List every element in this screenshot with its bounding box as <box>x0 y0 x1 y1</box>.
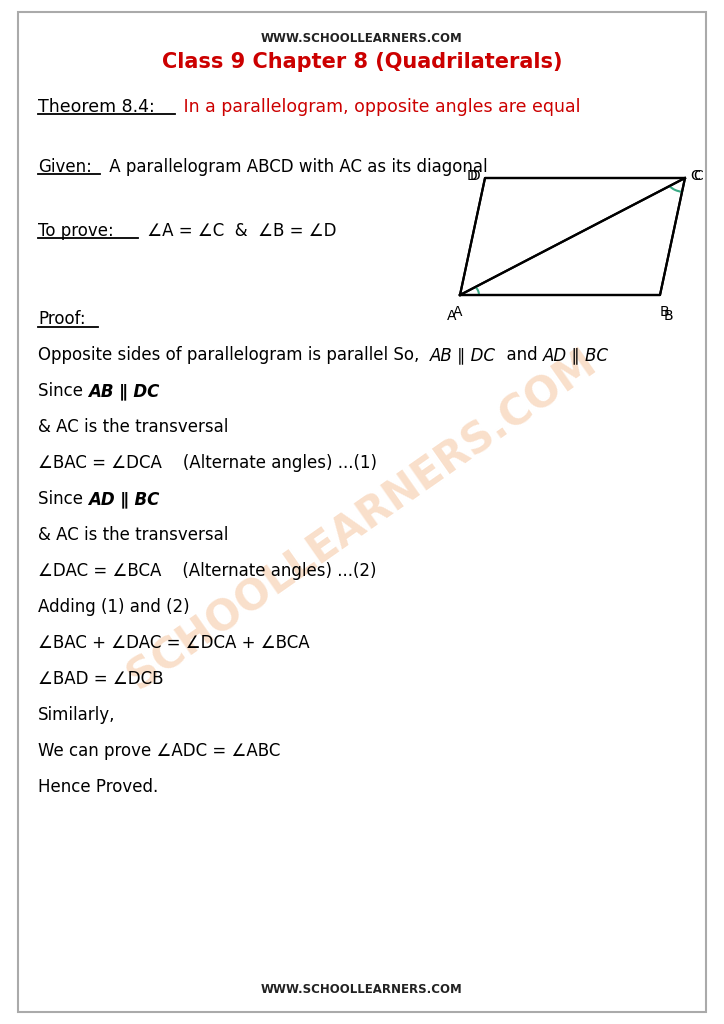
Text: Opposite sides of parallelogram is parallel So,: Opposite sides of parallelogram is paral… <box>38 346 430 364</box>
Text: C: C <box>690 169 700 183</box>
Text: In a parallelogram, opposite angles are equal: In a parallelogram, opposite angles are … <box>178 98 581 116</box>
Text: ∠BAC + ∠DAC = ∠DCA + ∠BCA: ∠BAC + ∠DAC = ∠DCA + ∠BCA <box>38 634 310 652</box>
Text: & AC is the transversal: & AC is the transversal <box>38 526 228 544</box>
Text: AB ∥ DC: AB ∥ DC <box>88 382 159 400</box>
Text: Adding (1) and (2): Adding (1) and (2) <box>38 598 190 616</box>
Text: Given:: Given: <box>38 158 92 176</box>
Text: To prove:: To prove: <box>38 222 114 240</box>
Text: AD ∥ BC: AD ∥ BC <box>88 490 159 508</box>
Text: Similarly,: Similarly, <box>38 706 116 724</box>
Text: B: B <box>659 305 669 319</box>
Text: A parallelogram ABCD with AC as its diagonal: A parallelogram ABCD with AC as its diag… <box>104 158 488 176</box>
Text: ∠BAC = ∠DCA    (Alternate angles) ...(1): ∠BAC = ∠DCA (Alternate angles) ...(1) <box>38 454 377 472</box>
Text: WWW.SCHOOLLEARNERS.COM: WWW.SCHOOLLEARNERS.COM <box>261 32 463 45</box>
Text: D: D <box>466 169 477 183</box>
Text: and: and <box>496 346 543 364</box>
Text: A: A <box>447 309 457 323</box>
Text: We can prove ∠ADC = ∠ABC: We can prove ∠ADC = ∠ABC <box>38 742 280 760</box>
Text: ∠A = ∠C  &  ∠B = ∠D: ∠A = ∠C & ∠B = ∠D <box>142 222 337 240</box>
Text: ∠DAC = ∠BCA    (Alternate angles) ...(2): ∠DAC = ∠BCA (Alternate angles) ...(2) <box>38 562 376 580</box>
Text: D: D <box>470 169 481 183</box>
Text: A: A <box>453 305 463 319</box>
Text: & AC is the transversal: & AC is the transversal <box>38 418 228 436</box>
Text: AB ∥ DC: AB ∥ DC <box>430 346 496 364</box>
Text: WWW.SCHOOLLEARNERS.COM: WWW.SCHOOLLEARNERS.COM <box>261 983 463 996</box>
Text: Proof:: Proof: <box>38 310 85 328</box>
Text: Hence Proved.: Hence Proved. <box>38 778 159 796</box>
Text: B: B <box>663 309 673 323</box>
Text: Theorem 8.4:: Theorem 8.4: <box>38 98 155 116</box>
Text: Since: Since <box>38 382 88 400</box>
Text: SCHOOLLEARNERS.COM: SCHOOLLEARNERS.COM <box>120 342 604 698</box>
Text: ∠BAD = ∠DCB: ∠BAD = ∠DCB <box>38 670 164 688</box>
Text: Since: Since <box>38 490 88 508</box>
Text: C: C <box>693 169 703 183</box>
Text: Class 9 Chapter 8 (Quadrilaterals): Class 9 Chapter 8 (Quadrilaterals) <box>161 52 563 72</box>
Text: AD ∥ BC: AD ∥ BC <box>543 346 609 364</box>
FancyBboxPatch shape <box>18 12 706 1012</box>
